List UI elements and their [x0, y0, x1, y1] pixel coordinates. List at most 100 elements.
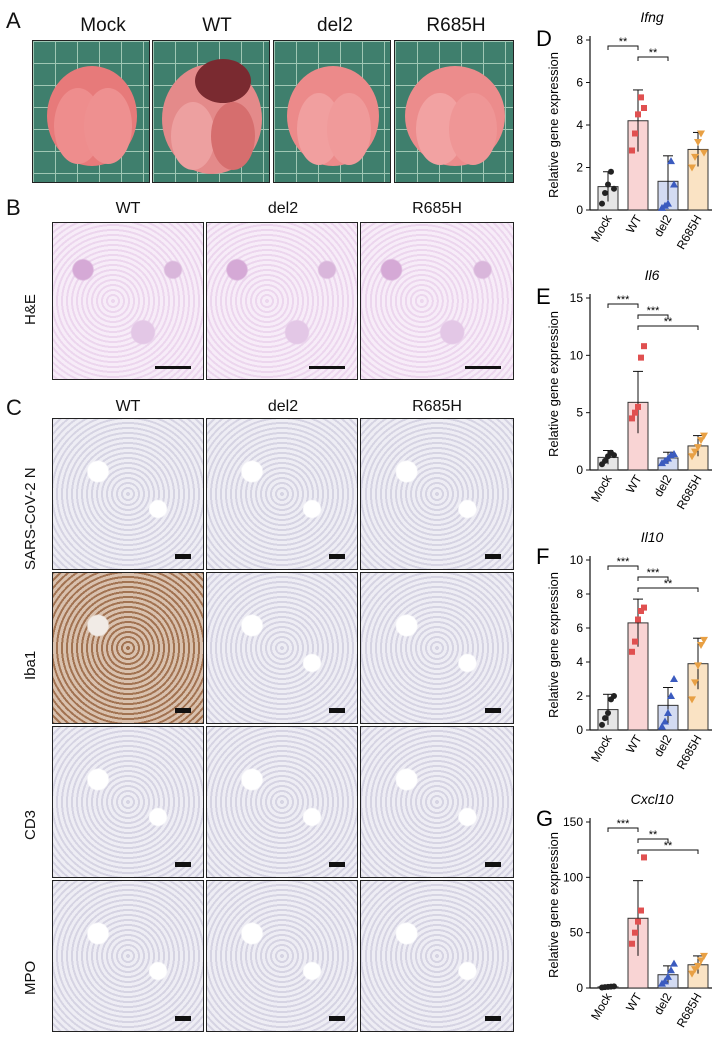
data-point [688, 970, 696, 978]
significance-label: ** [649, 829, 658, 841]
x-tick-label: Mock [588, 732, 615, 765]
significance-bracket [607, 45, 639, 50]
col-header-b-del2: del2 [267, 200, 299, 217]
significance-label: ** [664, 840, 673, 852]
data-point [667, 692, 675, 699]
ihc-mpo-wt [52, 880, 204, 1032]
significance-label: *** [617, 556, 631, 568]
scale-bar [175, 862, 191, 867]
col-header-a-r685h: R685H [426, 15, 486, 36]
chart-title: Il10 [641, 529, 664, 545]
bar-r685h [687, 445, 709, 471]
ihc-n-del2 [206, 418, 358, 570]
row-label-mpo: MPO [22, 960, 39, 995]
data-point [629, 648, 635, 655]
y-tick-label: 4 [576, 655, 583, 669]
data-point [661, 717, 669, 725]
data-point [661, 977, 669, 985]
bar-r685h [687, 148, 709, 211]
data-point [638, 907, 644, 914]
y-tick-label: 6 [576, 621, 583, 635]
data-point [635, 111, 641, 118]
data-point [605, 710, 611, 716]
bar-mock [597, 986, 619, 989]
data-point [658, 459, 666, 467]
x-tick-label: R685H [674, 991, 705, 1030]
significance-label: ** [619, 36, 628, 48]
lung-photo-r685h [394, 40, 514, 183]
panel-letter-b: B [6, 195, 21, 220]
x-tick-label: Mock [588, 212, 615, 245]
scale-bar [485, 554, 501, 559]
data-point [638, 94, 644, 101]
bar-del2 [657, 974, 679, 989]
data-point [694, 139, 702, 146]
row-label-he: H&E [22, 294, 39, 325]
data-point [691, 679, 699, 687]
significance-bracket [637, 587, 699, 592]
y-tick-label: 0 [576, 981, 583, 995]
data-point [658, 722, 666, 730]
data-point [641, 105, 647, 111]
bar-del2 [657, 704, 679, 731]
col-header-a-wt: WT [202, 15, 232, 36]
data-point [629, 940, 635, 947]
y-axis-label: Relative gene expression [546, 572, 561, 718]
data-point [611, 693, 617, 699]
ihc-mpo-r685h [360, 880, 514, 1032]
data-point [691, 966, 699, 974]
scale-bar [485, 1016, 501, 1021]
panel-letter-f: F [536, 544, 549, 569]
scale-bar [175, 1016, 191, 1021]
significance-bracket [637, 56, 669, 61]
y-tick-label: 2 [576, 689, 583, 703]
data-point [694, 962, 702, 970]
significance-bracket [637, 314, 669, 319]
x-tick-label: WT [623, 732, 645, 756]
data-point [599, 461, 605, 468]
scale-bar [155, 366, 191, 369]
lung-photo-mock [32, 40, 150, 183]
data-point [608, 696, 614, 703]
scale-bar [309, 366, 345, 369]
data-point [632, 638, 638, 645]
ihc-cd3-del2 [206, 726, 358, 878]
data-point [602, 190, 608, 196]
y-tick-label: 2 [576, 161, 583, 175]
panel-letter-c: C [6, 395, 22, 420]
data-point [635, 918, 641, 925]
ihc-n-r685h [360, 418, 514, 570]
y-tick-label: 6 [576, 76, 583, 90]
x-tick-label: del2 [651, 990, 675, 1017]
data-point [641, 854, 647, 861]
y-tick-label: 50 [570, 926, 584, 940]
significance-bracket [637, 849, 699, 854]
data-point [632, 929, 638, 936]
col-header-a-del2: del2 [317, 15, 353, 36]
data-point [664, 454, 672, 462]
x-tick-label: WT [623, 990, 645, 1014]
data-point [670, 180, 678, 188]
y-tick-label: 100 [563, 870, 583, 884]
significance-bracket [607, 303, 639, 308]
data-point [638, 354, 644, 361]
data-point [691, 448, 699, 456]
data-point [694, 444, 702, 452]
significance-label: *** [647, 305, 661, 317]
bar-mock [597, 456, 619, 471]
x-tick-label: Mock [588, 472, 615, 505]
y-tick-label: 5 [576, 406, 583, 420]
y-tick-label: 0 [576, 203, 583, 217]
significance-label: *** [647, 567, 661, 579]
data-point [697, 130, 705, 138]
bar-wt [627, 622, 649, 731]
significance-bracket [637, 838, 669, 843]
y-tick-label: 10 [570, 348, 584, 362]
lung-photo-del2 [273, 40, 391, 183]
y-tick-label: 4 [576, 118, 583, 132]
scale-bar [329, 554, 345, 559]
col-header-b-r685h: R685H [412, 200, 462, 217]
scale-bar [175, 708, 191, 713]
significance-bracket [607, 827, 639, 832]
data-point [658, 979, 666, 987]
